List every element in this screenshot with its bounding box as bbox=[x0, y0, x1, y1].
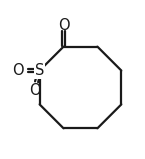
Text: S: S bbox=[35, 63, 44, 78]
Text: O: O bbox=[58, 18, 69, 33]
Text: O: O bbox=[12, 63, 24, 78]
Text: O: O bbox=[29, 83, 41, 98]
